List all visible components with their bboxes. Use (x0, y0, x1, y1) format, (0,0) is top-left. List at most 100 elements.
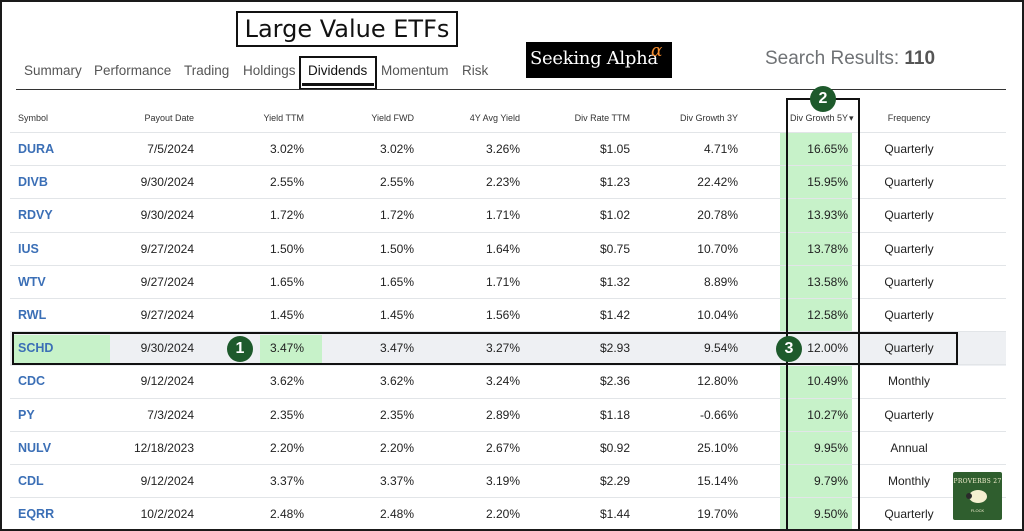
symbol-cell[interactable]: DIVB (18, 175, 48, 190)
div-growth-3y-cell: 20.78% (697, 208, 738, 223)
symbol-cell[interactable]: NULV (18, 440, 52, 455)
table-row[interactable]: EQRR 10/2/2024 2.48% 2.48% 2.20% $1.44 19.70% 9… (10, 497, 1006, 529)
frequency-cell: Quarterly (884, 507, 934, 522)
yield-fwd-cell: 3.47% (379, 341, 414, 356)
frequency-cell: Quarterly (884, 175, 934, 190)
tab-risk[interactable]: Risk (462, 63, 489, 78)
table-row[interactable]: SCHD 9/30/2024 3.47% 3.47% 3.27% $2.93 9.54% 12… (10, 331, 1006, 364)
payout-date-cell: 9/30/2024 (140, 208, 194, 223)
yield-ttm-cell: 1.65% (269, 274, 304, 289)
frequency-cell: Quarterly (884, 142, 934, 156)
payout-date-cell: 9/27/2024 (140, 308, 194, 322)
yield-fwd-cell: 2.48% (379, 507, 414, 522)
symbol-cell[interactable]: DURA (18, 142, 55, 156)
symbol-cell[interactable]: IUS (18, 241, 39, 256)
tabs-divider (16, 89, 1006, 90)
annotation-marker-3: 3 (776, 336, 802, 362)
yield-fwd-cell: 3.02% (379, 142, 414, 156)
table-row[interactable]: RDVY 9/30/2024 1.72% 1.72% 1.71% $1.02 20.78% 1… (10, 198, 1006, 231)
div-rate-ttm-cell: $1.32 (599, 274, 630, 289)
col-header-payout-date[interactable]: Payout Date (144, 113, 194, 123)
search-results: Search Results: 110 (765, 48, 935, 70)
div-rate-ttm-cell: $0.75 (599, 241, 630, 256)
sort-desc-icon[interactable]: ▾ (849, 113, 854, 123)
col-header-4y-avg-yield[interactable]: 4Y Avg Yield (469, 113, 520, 123)
symbol-cell[interactable]: CDC (18, 374, 46, 389)
col-header-symbol[interactable]: Symbol (18, 113, 49, 123)
table-row[interactable]: NULV 12/18/2023 2.20% 2.20% 2.67% $0.92 25.10%… (10, 430, 1006, 464)
div-growth-3y-cell: 22.42% (697, 175, 738, 190)
symbol-cell[interactable]: RDVY (18, 208, 53, 223)
col-header-div-rate-ttm[interactable]: Div Rate TTM (574, 113, 630, 123)
sheep-head-icon (966, 493, 972, 499)
yield-ttm-cell: 1.50% (269, 241, 304, 256)
div-growth-5y-cell: 9.95% (813, 440, 848, 455)
yield-ttm-cell: 2.55% (269, 175, 304, 190)
schd-symbol-highlight (14, 335, 110, 363)
symbol-cell[interactable]: RWL (18, 308, 47, 322)
frequency-cell: Annual (890, 440, 928, 455)
div-rate-ttm-cell: $1.23 (599, 175, 630, 190)
tab-holdings[interactable]: Holdings (243, 63, 296, 78)
div-growth-5y-cell: 13.78% (807, 241, 848, 256)
tab-summary[interactable]: Summary (24, 63, 82, 78)
avg-yield-4y-cell: 2.23% (485, 175, 520, 190)
yield-ttm-cell: 3.47% (269, 341, 304, 356)
col-header-div-growth-3y[interactable]: Div Growth 3Y (679, 113, 738, 123)
table-row[interactable]: RWL 9/27/2024 1.45% 1.45% 1.56% $1.42 10.04% 12… (10, 298, 1006, 331)
yield-ttm-cell: 2.48% (269, 507, 304, 522)
symbol-cell[interactable]: PY (18, 407, 35, 422)
frequency-cell: Quarterly (884, 341, 934, 356)
table-row[interactable]: CDL 9/12/2024 3.37% 3.37% 3.19% $2.29 15.14% 9.… (10, 464, 1006, 497)
frequency-cell: Quarterly (884, 208, 934, 223)
symbol-cell[interactable]: EQRR (18, 507, 55, 522)
yield-fwd-cell: 2.20% (379, 440, 414, 455)
tab-trading[interactable]: Trading (184, 63, 230, 78)
schd-row-highlight (10, 332, 1006, 366)
annotation-marker-1: 1 (227, 336, 253, 362)
tab-performance[interactable]: Performance (94, 63, 172, 78)
payout-date-cell: 9/27/2024 (140, 241, 194, 256)
div-growth-3y-cell: 4.71% (703, 142, 738, 156)
div-growth-5y-annotation-box (786, 98, 860, 529)
yield-ttm-cell: 1.72% (269, 208, 304, 223)
div-rate-ttm-cell: $1.44 (599, 507, 630, 522)
frequency-cell: Monthly (887, 474, 931, 488)
yield-fwd-cell: 1.45% (379, 308, 414, 322)
table-row[interactable]: DURA 7/5/2024 3.02% 3.02% 3.26% $1.05 4.71% 16.… (10, 132, 1006, 165)
symbol-cell[interactable]: SCHD (18, 341, 54, 356)
div-growth-3y-cell: 10.70% (697, 241, 738, 256)
tab-dividends[interactable]: Dividends (308, 63, 368, 78)
table-row[interactable]: CDC 9/12/2024 3.62% 3.62% 3.24% $2.36 12.80% 10… (10, 364, 1006, 397)
symbol-cell[interactable]: CDL (18, 474, 44, 488)
div-growth-3y-cell: 12.80% (697, 374, 738, 389)
col-header-div-growth-5y[interactable]: Div Growth 5Y (789, 113, 848, 123)
payout-date-cell: 9/30/2024 (140, 175, 194, 190)
div-rate-ttm-cell: $0.92 (599, 440, 630, 455)
table-row[interactable]: IUS 9/27/2024 1.50% 1.50% 1.64% $0.75 10.70% 13… (10, 231, 1006, 265)
col-header-yield-ttm[interactable]: Yield TTM (263, 113, 304, 123)
search-results-count: 110 (904, 48, 936, 69)
tab-momentum[interactable]: Momentum (381, 63, 449, 78)
div-growth-3y-cell: -0.66% (699, 407, 738, 422)
div-growth-3y-cell: 9.54% (703, 341, 738, 356)
div-growth-5y-cell: 16.65% (807, 142, 848, 156)
table-row[interactable]: WTV 9/27/2024 1.65% 1.65% 1.71% $1.32 8.89% 13.… (10, 264, 1006, 298)
search-results-label: Search Results: (765, 48, 900, 69)
col-header-frequency[interactable]: Frequency (887, 113, 931, 123)
annotation-marker-2: 2 (810, 86, 836, 112)
avg-yield-4y-cell: 3.19% (485, 474, 520, 488)
div-rate-ttm-cell: $1.18 (599, 407, 630, 422)
logo-word: Seeking Alpha (530, 48, 658, 69)
payout-date-cell: 10/2/2024 (140, 507, 194, 522)
badge-line2: FLOCK (970, 508, 985, 513)
div-rate-ttm-cell: $2.93 (599, 341, 630, 356)
div-growth-5y-cell: 15.95% (807, 175, 848, 190)
avg-yield-4y-cell: 2.67% (485, 440, 520, 455)
col-header-yield-fwd[interactable]: Yield FWD (371, 113, 414, 123)
frequency-cell: Quarterly (884, 308, 934, 322)
avg-yield-4y-cell: 2.20% (485, 507, 520, 522)
symbol-cell[interactable]: WTV (18, 274, 46, 289)
table-row[interactable]: DIVB 9/30/2024 2.55% 2.55% 2.23% $1.23 22.42% 1… (10, 165, 1006, 198)
table-row[interactable]: PY 7/3/2024 2.35% 2.35% 2.89% $1.18 -0.66% 10.2… (10, 397, 1006, 431)
